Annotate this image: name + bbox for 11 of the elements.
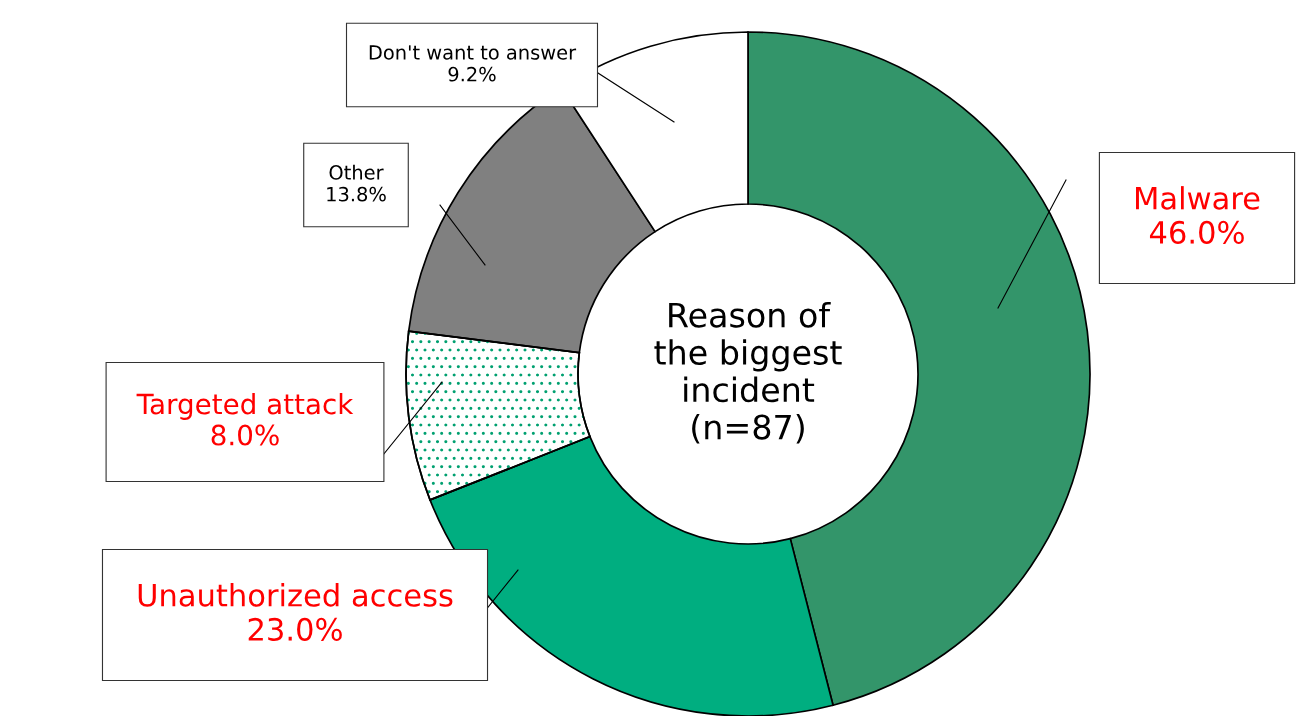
data-label: 23.0% (248, 617, 342, 641)
slice-label: Unauthorized access (138, 583, 453, 607)
slice-label: Other (329, 164, 384, 180)
text: Reason of the biggest incident (n=87) (654, 301, 842, 444)
slice-label: Targeted attack (136, 393, 354, 420)
data-label: 13.8% (327, 186, 386, 202)
slice-label: Malware (1136, 186, 1260, 210)
data-label: 9.2% (448, 66, 496, 82)
data-label: 8.0% (211, 424, 279, 446)
data-label: 46.0% (1149, 220, 1244, 244)
slice-label: Don't want to answer (369, 45, 577, 60)
